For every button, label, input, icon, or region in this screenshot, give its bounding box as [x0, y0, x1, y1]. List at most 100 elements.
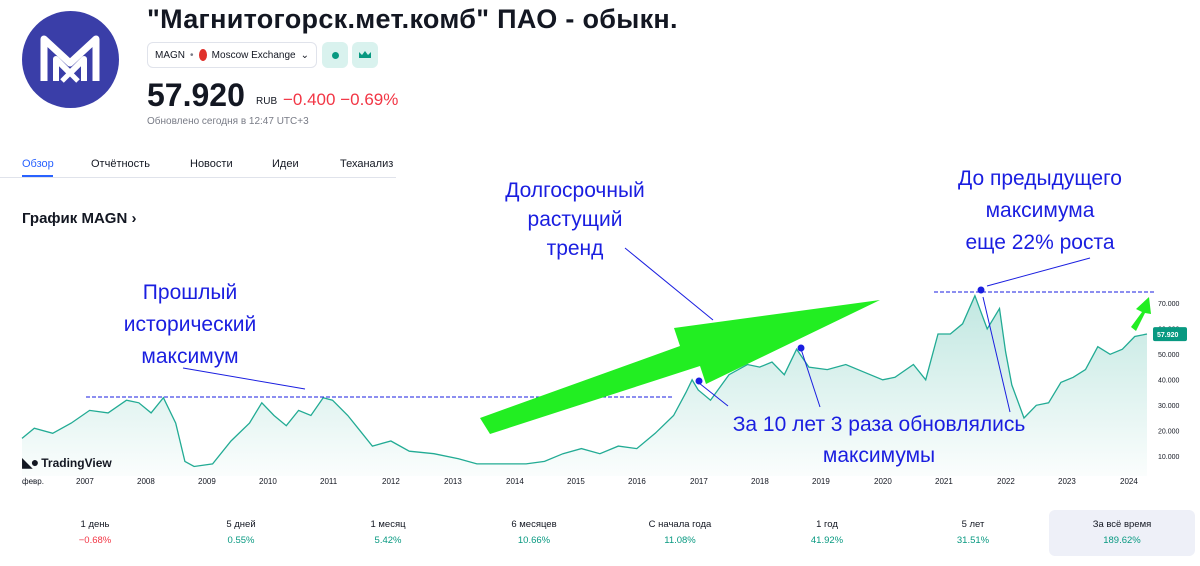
tradingview-brand: TradingView: [41, 455, 112, 470]
performance-period-6[interactable]: 5 лет 31.51%: [900, 510, 1046, 556]
performance-period-value: 10.66%: [517, 535, 551, 546]
mmk-logo-icon: [40, 35, 100, 83]
performance-period-2[interactable]: 1 месяц 5.42%: [315, 510, 461, 556]
ticker-label: MAGN: [155, 49, 185, 61]
performance-period-value: 5.42%: [374, 535, 402, 546]
active-tab-indicator: [22, 175, 53, 177]
performance-period-label: 1 месяц: [370, 519, 406, 530]
tab-ideas[interactable]: Идеи: [272, 158, 299, 170]
x-tick-label: 2010: [259, 477, 277, 486]
separator-dot: •: [190, 49, 194, 61]
small-up-arrow-icon: [1131, 297, 1151, 331]
chart-title-link[interactable]: График MAGN ›: [22, 210, 136, 227]
performance-period-label: 5 дней: [226, 519, 256, 530]
moex-icon: [198, 49, 207, 61]
tab-news[interactable]: Новости: [190, 158, 233, 170]
tab-overview[interactable]: Обзор: [22, 158, 54, 170]
performance-period-value: 189.62%: [1103, 535, 1141, 546]
chevron-right-icon: ›: [127, 210, 137, 227]
tradingview-logo[interactable]: ◣● TradingView: [22, 454, 112, 471]
performance-period-label: 1 день: [80, 519, 110, 530]
x-tick-label: 2024: [1120, 477, 1138, 486]
trend-connector: [624, 247, 714, 321]
performance-period-0[interactable]: 1 день −0.68%: [22, 510, 168, 556]
page-title: "Магнитогорск.мет.комб" ПАО - обыкн.: [147, 4, 678, 34]
trend-annotation: тренд: [547, 237, 604, 260]
change-abs: −0.400: [283, 90, 336, 109]
max-marker-dot: [695, 377, 703, 385]
last-price-badge-label: 57.920: [1157, 332, 1179, 339]
trend-arrow-icon: [480, 300, 880, 434]
performance-period-label: С начала года: [648, 519, 712, 530]
performance-period-label: 5 лет: [961, 519, 985, 530]
performance-period-label: 6 месяцев: [511, 519, 557, 530]
performance-period-3[interactable]: 6 месяцев 10.66%: [461, 510, 607, 556]
x-tick-label: 2015: [567, 477, 585, 486]
y-tick-label: 50.000: [1158, 352, 1180, 359]
crown-badge-button[interactable]: [352, 42, 378, 68]
prev-max-connector: [182, 367, 306, 390]
chart-title-text: График MAGN: [22, 210, 128, 227]
update-connector-2: [800, 348, 821, 408]
max-marker-dot: [977, 286, 985, 294]
x-tick-label: 2012: [382, 477, 400, 486]
y-tick-label: 30.000: [1158, 403, 1180, 410]
performance-period-5[interactable]: 1 год 41.92%: [754, 510, 900, 556]
exchange-label: Moscow Exchange: [211, 49, 296, 61]
x-tick-label: 2016: [628, 477, 646, 486]
x-tick-label: 2017: [690, 477, 708, 486]
x-tick-label: 2022: [997, 477, 1015, 486]
performance-period-value: −0.68%: [78, 535, 112, 546]
chevron-down-icon: ⌄: [300, 49, 309, 61]
last-price-badge: [1153, 327, 1187, 342]
updates-annotation: максимумы: [823, 444, 935, 467]
prev-max-annotation: исторический: [124, 313, 256, 336]
y-tick-label: 10.000: [1158, 454, 1180, 461]
to-max-connector: [986, 257, 1091, 287]
update-connector-1: [698, 382, 729, 407]
annotation-layer: Прошлый исторический максимум Долгосрочный р…: [86, 167, 1155, 467]
x-tick-label: 2008: [137, 477, 155, 486]
x-tick-label: 2021: [935, 477, 953, 486]
performance-period-label: За всё время: [1092, 519, 1152, 530]
price-change: −0.400 −0.69%: [283, 90, 398, 110]
performance-period-1[interactable]: 5 дней 0.55%: [168, 510, 314, 556]
performance-period-4[interactable]: С начала года 11.08%: [607, 510, 753, 556]
market-status-button[interactable]: [322, 42, 348, 68]
max-marker-dot: [797, 344, 805, 352]
tabs-bar: Обзор Отчётность Новости Идеи Теханализ: [22, 158, 393, 170]
x-tick-label: 2019: [812, 477, 830, 486]
y-tick-label: 40.000: [1158, 377, 1180, 384]
tab-financials[interactable]: Отчётность: [91, 158, 150, 170]
change-pct: −0.69%: [340, 90, 399, 109]
market-open-dot-icon: [331, 51, 339, 59]
x-tick-label: 2007: [76, 477, 94, 486]
area-layer: [21, 293, 1148, 476]
prev-max-annotation: максимум: [141, 345, 238, 368]
tab-technicals[interactable]: Теханализ: [340, 158, 394, 170]
x-tick-label: 2018: [751, 477, 769, 486]
trend-annotation: растущий: [528, 208, 623, 231]
x-tick-label: 2014: [506, 477, 524, 486]
y-tick-label: 70.000: [1158, 301, 1180, 308]
x-tick-label: 2009: [198, 477, 216, 486]
price-chart[interactable]: Прошлый исторический максимум Долгосрочный р…: [0, 0, 1200, 500]
x-tick-label: 2013: [444, 477, 462, 486]
tabs-divider: [0, 177, 396, 178]
symbol-exchange-selector[interactable]: MAGN • Moscow Exchange ⌄: [147, 42, 317, 68]
performance-period-value: 0.55%: [227, 535, 255, 546]
performance-period-value: 41.92%: [810, 535, 844, 546]
x-tick-label: 2011: [320, 477, 338, 486]
company-logo: [22, 11, 119, 108]
series-line: [21, 293, 1148, 468]
x-tick-label: февр.: [22, 477, 44, 486]
performance-period-7[interactable]: За всё время 189.62%: [1049, 510, 1195, 556]
to-max-annotation: еще 22% роста: [965, 231, 1114, 254]
tradingview-mark-icon: ◣●: [22, 454, 39, 470]
price-currency: RUB: [256, 96, 278, 107]
to-max-annotation: максимума: [986, 199, 1095, 222]
updates-annotation: За 10 лет 3 раза обновлялись: [733, 413, 1026, 436]
performance-period-label: 1 год: [816, 519, 838, 530]
performance-period-value: 11.08%: [664, 535, 696, 546]
y-tick-label: 20.000: [1158, 428, 1180, 435]
